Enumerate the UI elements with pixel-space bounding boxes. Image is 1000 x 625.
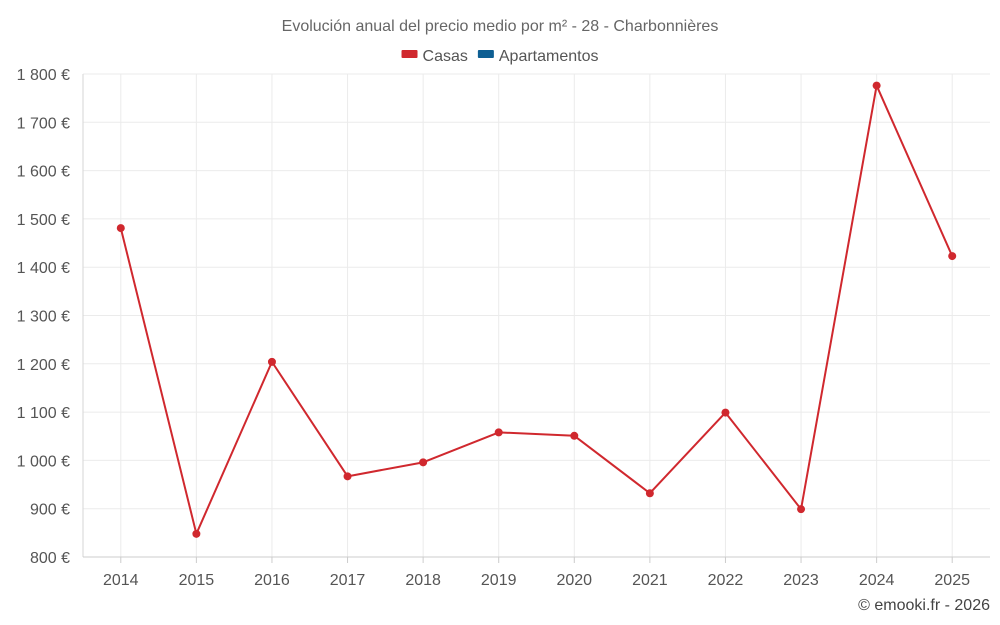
- data-point: [419, 458, 428, 467]
- y-tick-label: 1 200 €: [17, 357, 70, 374]
- x-tick-label: 2018: [405, 572, 441, 589]
- legend-item: Apartamentos: [477, 48, 599, 65]
- grid: [83, 73, 990, 558]
- y-tick-label: 800 €: [30, 550, 70, 567]
- x-tick-label: 2019: [481, 572, 517, 589]
- legend: Casas Apartamentos: [401, 48, 599, 65]
- data-point: [116, 224, 125, 233]
- y-tick-label: 1 500 €: [17, 212, 70, 229]
- data-point: [343, 472, 352, 481]
- x-tick-label: 2014: [103, 572, 139, 589]
- y-axis: 800 € 900 € 1 000 € 1 100 € 1 200 € 1 300 € 1 …: [17, 67, 84, 567]
- series-layer: [116, 81, 957, 538]
- x-tick-label: 2022: [708, 572, 744, 589]
- data-point: [570, 431, 579, 440]
- data-point: [797, 505, 806, 514]
- legend-swatch: [477, 50, 494, 58]
- data-point: [948, 252, 957, 261]
- legend-swatch: [401, 50, 418, 58]
- x-tick-label: 2020: [556, 572, 592, 589]
- x-tick-label: 2015: [179, 572, 215, 589]
- data-point: [721, 408, 730, 417]
- x-tick-label: 2023: [783, 572, 819, 589]
- legend-item: Casas: [401, 48, 468, 65]
- chart-title: Evolución anual del precio medio por m² …: [282, 18, 719, 35]
- data-point: [192, 529, 201, 538]
- data-point: [494, 428, 503, 437]
- x-tick-label: 2017: [330, 572, 366, 589]
- x-tick-label: 2024: [859, 572, 895, 589]
- x-tick-label: 2016: [254, 572, 290, 589]
- y-tick-label: 1 000 €: [17, 453, 70, 470]
- y-tick-label: 1 300 €: [17, 309, 70, 326]
- data-point: [267, 357, 276, 366]
- y-tick-label: 1 400 €: [17, 260, 70, 277]
- y-tick-label: 1 600 €: [17, 164, 70, 181]
- x-tick-label: 2021: [632, 572, 668, 589]
- data-point: [872, 81, 881, 90]
- legend-label: Apartamentos: [499, 48, 599, 65]
- y-tick-label: 1 100 €: [17, 405, 70, 422]
- y-tick-label: 1 700 €: [17, 115, 70, 132]
- data-point: [645, 489, 654, 498]
- y-tick-label: 900 €: [30, 502, 70, 519]
- series-line-casas: [119, 84, 954, 535]
- legend-label: Casas: [423, 48, 468, 65]
- x-axis: 2014 2015 2016 2017 2018 2019 2020 2021 2022 2023…: [83, 556, 990, 589]
- credit-text: © emooki.fr - 2026: [858, 597, 990, 614]
- y-tick-label: 1 800 €: [17, 67, 70, 84]
- x-tick-label: 2025: [934, 572, 970, 589]
